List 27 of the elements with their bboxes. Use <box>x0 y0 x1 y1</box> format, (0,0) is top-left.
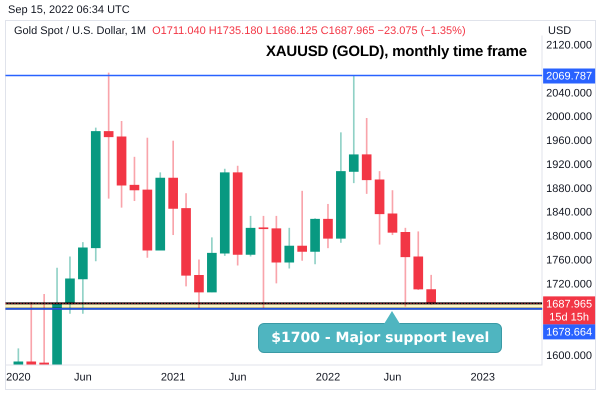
annotation: $1700 - Major support level <box>258 322 502 353</box>
y-tick-label: 1720.000 <box>546 278 592 290</box>
y-tick-label: 2040.000 <box>546 87 592 100</box>
x-tick-label: Jun <box>228 371 247 384</box>
x-tick-label: 2022 <box>316 371 340 384</box>
text: Sep 15, 2022 06:34 UTC <box>8 4 130 16</box>
y-tick-label: 1960.000 <box>546 135 592 148</box>
y-tick-label: 1880.000 <box>546 182 592 195</box>
ref-line-label: 1687.965 15d 15h <box>546 298 592 324</box>
x-tick-label: 2020 <box>6 371 31 384</box>
y-tick-label: 2120.000 <box>546 40 592 52</box>
y-tick-label: 1920.000 <box>546 158 592 171</box>
annotation: O1711.040 H1735.180 L1686.125 C1687.965 −23.075 (−1.35%) <box>152 25 466 37</box>
y-tick-label: 1840.000 <box>546 206 592 219</box>
y-tick-label: 1800.000 <box>546 230 592 243</box>
y-axis-title: USD <box>548 25 572 37</box>
text: XAUUSD (GOLD), monthly time frame <box>266 43 527 60</box>
chart-subtitle: Gold Spot / U.S. Dollar, 1M <box>14 25 146 37</box>
ref-line-label: 1678.664 <box>546 326 592 338</box>
x-tick-label: 2021 <box>160 371 186 384</box>
y-tick-label: 1760.000 <box>546 254 592 266</box>
x-tick-label: 2023 <box>470 371 496 384</box>
x-tick-label: Jun <box>384 371 402 384</box>
y-tick-label: 2000.000 <box>546 111 592 124</box>
y-tick-label: 1600.000 <box>546 350 592 362</box>
ref-line-label: 2069.787 <box>546 70 592 83</box>
x-tick-label: Jun <box>74 371 92 384</box>
